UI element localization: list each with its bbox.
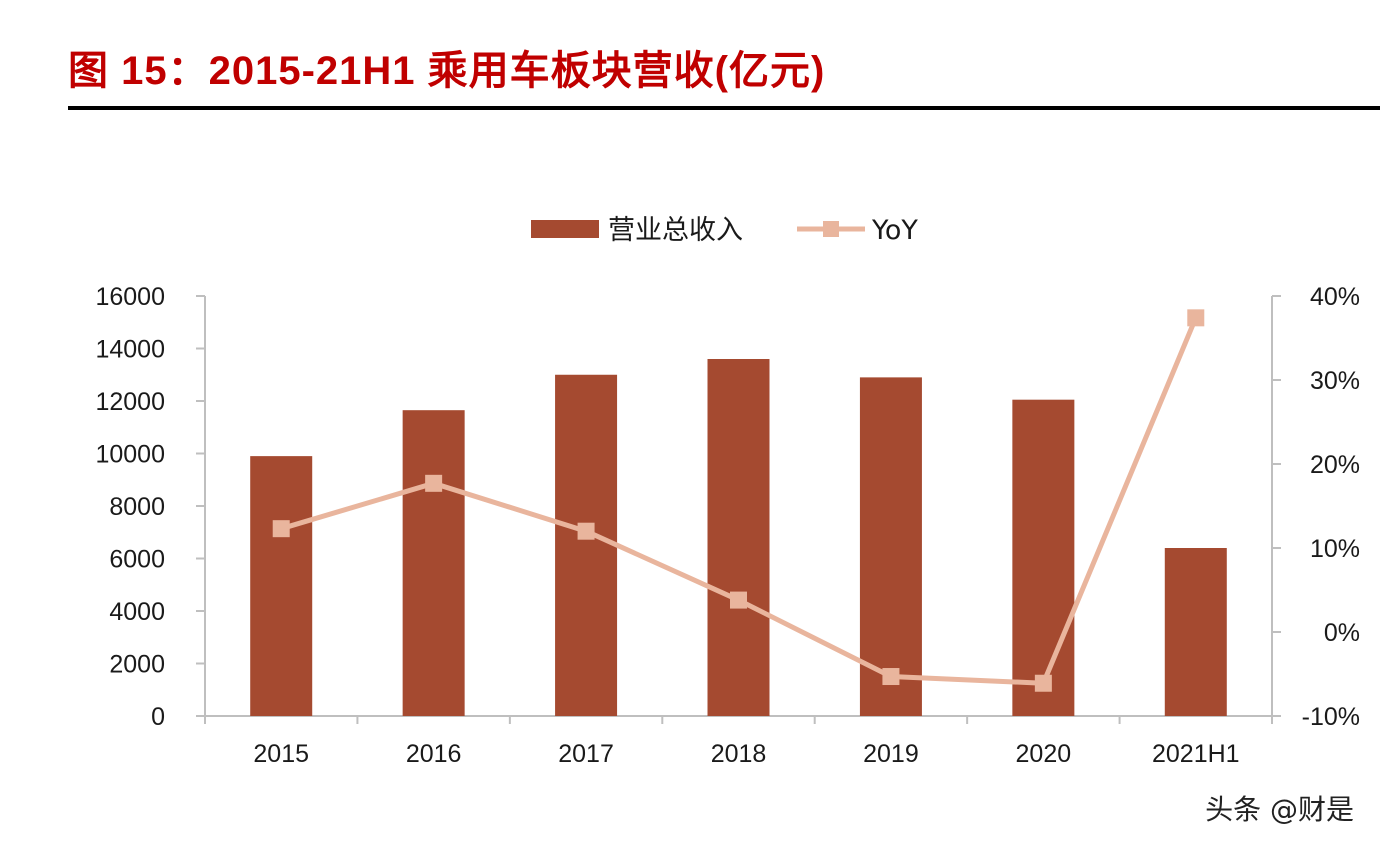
x-tick-label: 2017 [558, 740, 614, 768]
left-tick-label: 4000 [109, 598, 165, 626]
axes: 0 2000 4000 6000 8000 10000 12000 14000 16000 -10… [95, 283, 1360, 768]
revenue-bar [250, 456, 313, 716]
yoy-point [882, 668, 900, 686]
yoy-point [272, 520, 290, 538]
watermark: 头条 @财是 [1205, 793, 1354, 826]
yoy-point [1034, 674, 1052, 692]
left-tick-label: 6000 [109, 546, 165, 574]
yoy-line [272, 309, 1205, 692]
legend-line-label: YoY [871, 215, 918, 246]
legend-line-marker [823, 221, 839, 237]
left-tick-label: 2000 [109, 651, 165, 679]
revenue-bar [1164, 548, 1227, 716]
left-tick-label: 8000 [109, 493, 165, 521]
left-tick-label: 14000 [95, 336, 165, 364]
right-tick-label: 20% [1310, 451, 1360, 479]
x-tick-label: 2019 [863, 740, 919, 768]
x-tick-label: 2021H1 [1152, 740, 1240, 768]
yoy-point [425, 474, 443, 492]
right-tick-label: 10% [1310, 535, 1360, 563]
left-tick-label: 12000 [95, 388, 165, 416]
left-tick-label: 16000 [95, 283, 165, 311]
x-tick-label: 2016 [406, 740, 462, 768]
right-tick-label: 30% [1310, 367, 1360, 395]
revenue-bar [1012, 399, 1075, 716]
revenue-bar [402, 410, 465, 716]
x-tick-label: 2015 [253, 740, 309, 768]
yoy-point [730, 591, 747, 609]
legend-bar-swatch [531, 220, 599, 238]
figure-title: 图 15：2015-21H1 乘用车板块营收(亿元) [68, 49, 826, 93]
title-rule [68, 106, 1380, 110]
bars [250, 359, 1227, 716]
x-tick-label: 2018 [711, 740, 767, 768]
revenue-bar [555, 374, 618, 716]
right-tick-label: -10% [1302, 703, 1360, 731]
yoy-point [1187, 309, 1205, 327]
right-tick-label: 0% [1324, 619, 1360, 647]
left-tick-label: 10000 [95, 441, 165, 469]
left-tick-label: 0 [151, 703, 165, 731]
yoy-point [577, 522, 595, 540]
revenue-bar [859, 377, 922, 716]
legend: 营业总收入 YoY [531, 215, 918, 246]
legend-bar-label: 营业总收入 [608, 215, 743, 246]
right-tick-label: 40% [1310, 283, 1360, 311]
x-tick-label: 2020 [1016, 740, 1072, 768]
revenue-bar [707, 359, 770, 716]
